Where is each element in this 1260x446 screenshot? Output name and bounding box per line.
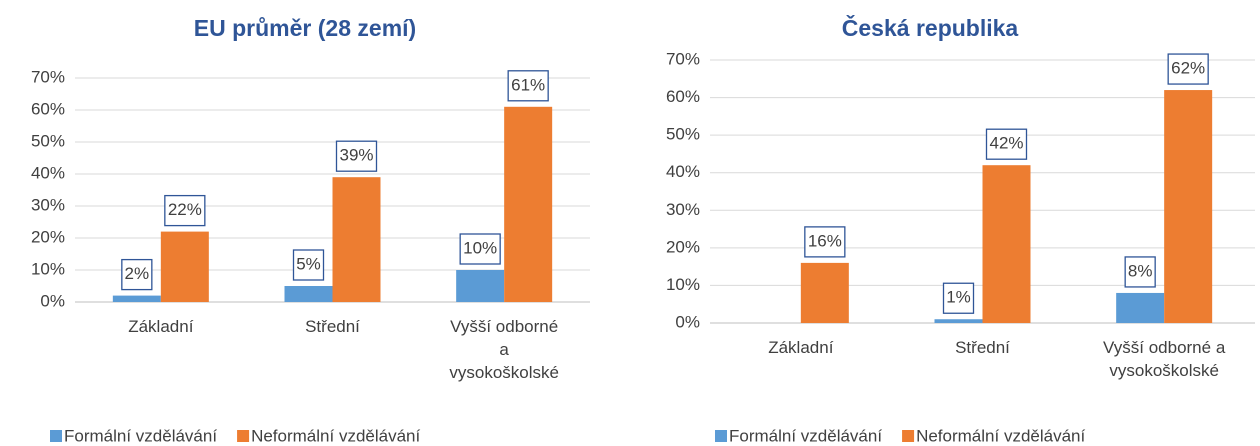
y-tick-label: 50% — [666, 125, 700, 144]
value-label: 61% — [511, 75, 545, 94]
bar — [504, 106, 553, 302]
value-label-box — [1124, 256, 1156, 288]
legend-swatch — [715, 430, 727, 442]
y-tick-label: 30% — [666, 200, 700, 219]
bar — [160, 231, 209, 302]
y-tick-label: 60% — [666, 87, 700, 106]
bar — [332, 177, 381, 302]
x-tick-label: Střední — [955, 338, 1010, 357]
bar — [284, 286, 333, 302]
bar — [1164, 90, 1213, 323]
legend-swatch — [50, 430, 62, 442]
y-tick-label: 20% — [31, 227, 65, 246]
legend-label: Formální vzdělávání — [64, 426, 217, 445]
value-label: 16% — [808, 231, 842, 250]
y-tick-label: 70% — [666, 49, 700, 68]
bar — [800, 262, 849, 323]
chart-title: EU průměr (28 zemí) — [194, 15, 416, 41]
y-tick-label: 30% — [31, 195, 65, 214]
legend-swatch — [237, 430, 250, 442]
value-label-box — [804, 226, 846, 258]
value-label-box — [507, 70, 549, 102]
bar — [1116, 292, 1165, 323]
y-tick-label: 70% — [31, 67, 65, 86]
y-tick-label: 50% — [31, 131, 65, 150]
value-label-box — [121, 258, 153, 291]
value-label: 42% — [989, 134, 1023, 153]
value-label: 22% — [168, 200, 202, 219]
value-label-box — [1167, 53, 1209, 85]
value-label: 1% — [946, 288, 971, 307]
value-label-box — [942, 282, 975, 314]
y-tick-label: 10% — [666, 275, 700, 294]
y-tick-label: 60% — [31, 99, 65, 118]
value-label: 10% — [463, 238, 497, 257]
y-tick-label: 40% — [31, 163, 65, 182]
value-label-box — [292, 249, 325, 281]
legend-label: Formální vzdělávání — [729, 426, 882, 445]
bar — [112, 295, 161, 302]
bar — [982, 165, 1031, 323]
legend-swatch — [902, 430, 915, 442]
x-tick-label: Základní — [128, 317, 193, 336]
y-tick-label: 40% — [666, 162, 700, 181]
value-label-box — [335, 140, 378, 172]
value-label: 5% — [296, 254, 321, 273]
value-label-box — [164, 194, 206, 227]
chart-title: Česká republika — [842, 14, 1019, 41]
value-label: 2% — [125, 264, 150, 283]
y-tick-label: 10% — [31, 259, 65, 278]
x-tick-label: Vyšší odborné a vysokoškolské — [1103, 338, 1226, 380]
x-tick-label: Základní — [768, 338, 833, 357]
value-label: 8% — [1128, 261, 1153, 280]
value-label-box — [459, 233, 501, 265]
legend-label: Neformální vzdělávání — [916, 426, 1085, 445]
legend-label: Neformální vzdělávání — [251, 426, 420, 445]
x-tick-label: Střední — [305, 317, 360, 336]
bar — [934, 319, 983, 323]
value-label-box — [985, 128, 1028, 160]
y-tick-label: 20% — [666, 237, 700, 256]
y-tick-label: 0% — [675, 312, 700, 331]
y-tick-label: 0% — [40, 291, 65, 310]
value-label: 62% — [1171, 59, 1205, 78]
bar — [456, 270, 505, 302]
value-label: 39% — [339, 146, 373, 165]
x-tick-label: Vyšší odborné a vysokoškolské — [449, 317, 559, 382]
